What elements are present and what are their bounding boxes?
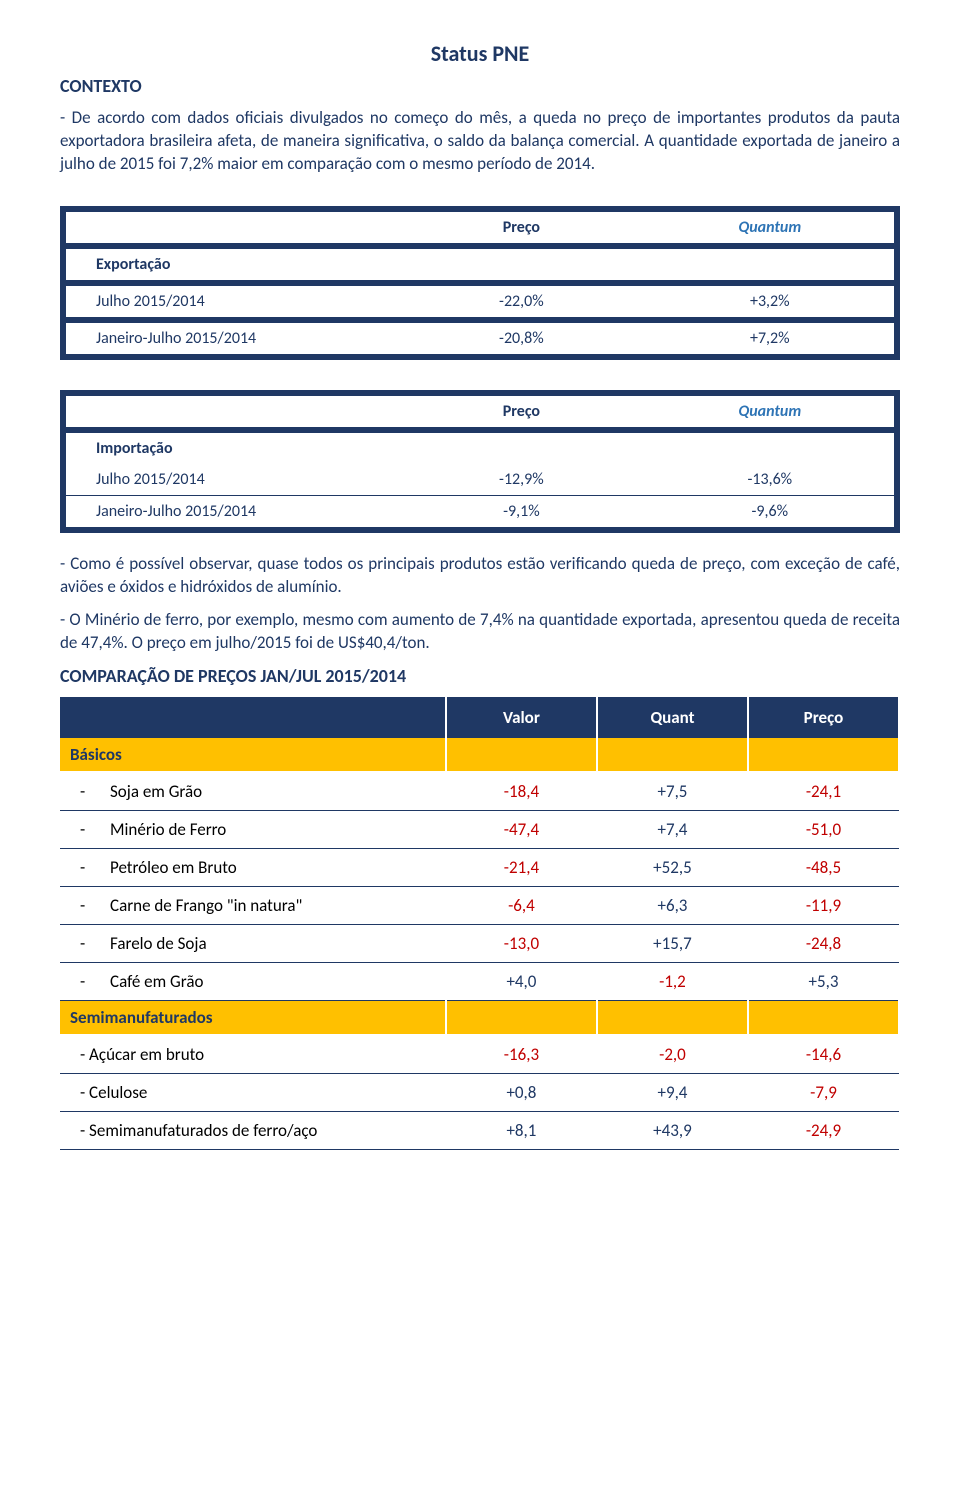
cmp-category-row: Básicos xyxy=(60,738,899,772)
cmp-cell: -11,9 xyxy=(748,886,899,924)
cmp-data-row: Minério de Ferro-47,4+7,4-51,0 xyxy=(60,810,899,848)
cmp-data-row: - Açúcar em bruto-16,3-2,0-14,6 xyxy=(60,1035,899,1074)
exportacao-row-preco: -20,8% xyxy=(397,320,645,354)
importacao-row-quantum: -9,6% xyxy=(646,495,894,527)
cmp-category-label: Semimanufaturados xyxy=(60,1000,446,1035)
exportacao-row-quantum: +3,2% xyxy=(646,283,894,320)
exportacao-col-preco: Preço xyxy=(397,212,645,246)
importacao-row: Julho 2015/2014 -12,9% -13,6% xyxy=(66,464,894,496)
page-title: Status PNE xyxy=(60,40,900,67)
contexto-heading: CONTEXTO xyxy=(60,75,900,97)
importacao-col-blank xyxy=(66,396,397,430)
cmp-cell: +0,8 xyxy=(446,1073,597,1111)
cmp-cell: +5,3 xyxy=(748,962,899,1000)
cmp-category-label: Básicos xyxy=(60,738,446,772)
cmp-category-blank xyxy=(597,1000,748,1035)
importacao-col-quantum: Quantum xyxy=(646,396,894,430)
cmp-cell: +6,3 xyxy=(597,886,748,924)
cmp-row-label: Soja em Grão xyxy=(60,772,446,811)
exportacao-col-quantum: Quantum xyxy=(646,212,894,246)
cmp-row-label: Minério de Ferro xyxy=(60,810,446,848)
importacao-row: Janeiro-Julho 2015/2014 -9,1% -9,6% xyxy=(66,495,894,527)
cmp-cell: -24,1 xyxy=(748,772,899,811)
exportacao-col-blank xyxy=(66,212,397,246)
cmp-data-row: Café em Grão+4,0-1,2+5,3 xyxy=(60,962,899,1000)
exportacao-row: Janeiro-Julho 2015/2014 -20,8% +7,2% xyxy=(66,320,894,354)
exportacao-row-quantum: +7,2% xyxy=(646,320,894,354)
cmp-cell: -7,9 xyxy=(748,1073,899,1111)
cmp-cell: -21,4 xyxy=(446,848,597,886)
importacao-row-label: Julho 2015/2014 xyxy=(66,464,397,496)
importacao-row-preco: -12,9% xyxy=(397,464,645,496)
importacao-col-preco: Preço xyxy=(397,396,645,430)
importacao-table: Importação Preço Quantum Julho 2015/2014… xyxy=(60,390,900,533)
cmp-cell: -14,6 xyxy=(748,1035,899,1074)
cmp-cell: -6,4 xyxy=(446,886,597,924)
cmp-cell: +7,5 xyxy=(597,772,748,811)
cmp-col-quant: Quant xyxy=(597,697,748,738)
cmp-cell: -16,3 xyxy=(446,1035,597,1074)
cmp-row-label: - Açúcar em bruto xyxy=(60,1035,446,1074)
cmp-row-label: Petróleo em Bruto xyxy=(60,848,446,886)
cmp-data-row: Farelo de Soja-13,0+15,7-24,8 xyxy=(60,924,899,962)
cmp-cell: +15,7 xyxy=(597,924,748,962)
cmp-category-blank xyxy=(597,738,748,772)
cmp-data-row: - Semimanufaturados de ferro/aço+8,1+43,… xyxy=(60,1111,899,1149)
cmp-data-row: Soja em Grão-18,4+7,5-24,1 xyxy=(60,772,899,811)
cmp-cell: -13,0 xyxy=(446,924,597,962)
cmp-category-blank xyxy=(446,1000,597,1035)
cmp-cell: -18,4 xyxy=(446,772,597,811)
cmp-row-label: Carne de Frango "in natura" xyxy=(60,886,446,924)
exportacao-title: Exportação xyxy=(66,246,894,283)
cmp-row-label: - Celulose xyxy=(60,1073,446,1111)
cmp-cell: +9,4 xyxy=(597,1073,748,1111)
cmp-col-blank xyxy=(60,697,446,738)
cmp-cell: +7,4 xyxy=(597,810,748,848)
cmp-cell: -47,4 xyxy=(446,810,597,848)
cmp-col-valor: Valor xyxy=(446,697,597,738)
cmp-data-row: - Celulose+0,8+9,4-7,9 xyxy=(60,1073,899,1111)
obs-paragraph-2: - O Minério de ferro, por exemplo, mesmo… xyxy=(60,609,900,655)
cmp-row-label: Farelo de Soja xyxy=(60,924,446,962)
cmp-data-row: Petróleo em Bruto-21,4+52,5-48,5 xyxy=(60,848,899,886)
cmp-row-label: Café em Grão xyxy=(60,962,446,1000)
cmp-col-preco: Preço xyxy=(748,697,899,738)
cmp-data-row: Carne de Frango "in natura"-6,4+6,3-11,9 xyxy=(60,886,899,924)
exportacao-row: Julho 2015/2014 -22,0% +3,2% xyxy=(66,283,894,320)
importacao-title: Importação xyxy=(66,430,894,464)
cmp-cell: +52,5 xyxy=(597,848,748,886)
cmp-cell: -24,9 xyxy=(748,1111,899,1149)
cmp-cell: -1,2 xyxy=(597,962,748,1000)
cmp-cell: +8,1 xyxy=(446,1111,597,1149)
cmp-cell: +4,0 xyxy=(446,962,597,1000)
cmp-category-blank xyxy=(748,738,899,772)
importacao-row-preco: -9,1% xyxy=(397,495,645,527)
cmp-row-label: - Semimanufaturados de ferro/aço xyxy=(60,1111,446,1149)
cmp-category-row: Semimanufaturados xyxy=(60,1000,899,1035)
exportacao-row-preco: -22,0% xyxy=(397,283,645,320)
exportacao-row-label: Janeiro-Julho 2015/2014 xyxy=(66,320,397,354)
cmp-cell: -48,5 xyxy=(748,848,899,886)
contexto-paragraph-1: - De acordo com dados oficiais divulgado… xyxy=(60,107,900,176)
cmp-category-blank xyxy=(748,1000,899,1035)
comparacao-table: Valor Quant Preço BásicosSoja em Grão-18… xyxy=(60,697,900,1150)
comparacao-heading: COMPARAÇÃO DE PREÇOS JAN/JUL 2015/2014 xyxy=(60,665,900,687)
exportacao-row-label: Julho 2015/2014 xyxy=(66,283,397,320)
cmp-cell: -2,0 xyxy=(597,1035,748,1074)
cmp-cell: -24,8 xyxy=(748,924,899,962)
cmp-cell: +43,9 xyxy=(597,1111,748,1149)
cmp-cell: -51,0 xyxy=(748,810,899,848)
importacao-row-quantum: -13,6% xyxy=(646,464,894,496)
importacao-row-label: Janeiro-Julho 2015/2014 xyxy=(66,495,397,527)
obs-paragraph-1: - Como é possível observar, quase todos … xyxy=(60,553,900,599)
cmp-category-blank xyxy=(446,738,597,772)
exportacao-table: Exportação Preço Quantum Julho 2015/2014… xyxy=(60,206,900,360)
